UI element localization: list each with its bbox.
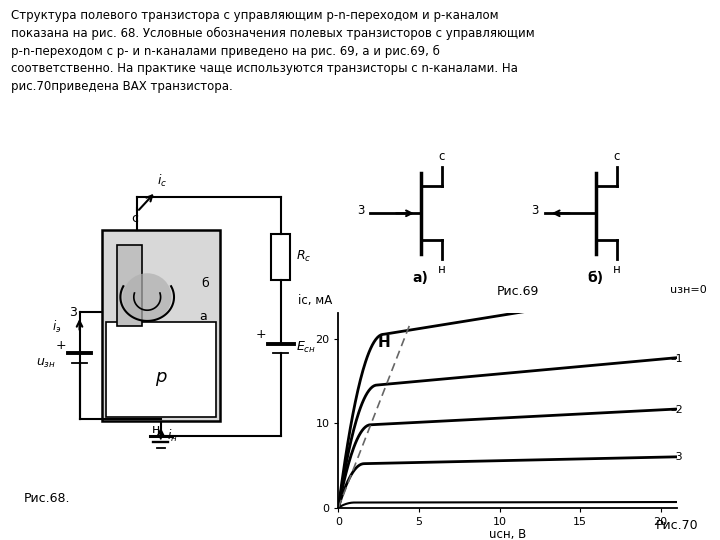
Text: н: н xyxy=(613,263,621,276)
Text: $i_н$: $i_н$ xyxy=(167,428,178,444)
Text: а): а) xyxy=(413,271,428,285)
Ellipse shape xyxy=(123,273,171,321)
Bar xyxy=(102,230,220,421)
Text: б: б xyxy=(201,277,209,290)
Text: +: + xyxy=(55,339,66,352)
Bar xyxy=(117,245,142,326)
Text: 3: 3 xyxy=(531,204,539,217)
Text: с: с xyxy=(131,212,138,225)
Text: Рис.70: Рис.70 xyxy=(656,519,698,532)
Text: –3: –3 xyxy=(670,452,683,462)
X-axis label: uсн, В: uсн, В xyxy=(489,528,526,540)
Y-axis label: iс, мА: iс, мА xyxy=(298,294,332,307)
Text: Рис.69: Рис.69 xyxy=(497,285,539,298)
Bar xyxy=(271,234,290,280)
Text: –2: –2 xyxy=(670,405,683,415)
Text: с: с xyxy=(438,150,445,163)
Text: $E_{сн}$: $E_{сн}$ xyxy=(296,340,316,355)
Text: н: н xyxy=(438,263,446,276)
Text: с: с xyxy=(613,150,620,163)
Bar xyxy=(106,322,216,417)
Text: p: p xyxy=(155,368,166,386)
Text: Структура полевого транзистора с управляющим p-n-переходом и p-каналом
показана : Структура полевого транзистора с управля… xyxy=(11,9,534,93)
Text: Рис.68.: Рис.68. xyxy=(24,492,71,505)
Text: н: н xyxy=(151,423,160,436)
Text: $R_с$: $R_с$ xyxy=(296,249,312,265)
Text: Н: Н xyxy=(377,335,390,350)
Text: uзн=0: uзн=0 xyxy=(670,285,707,295)
Text: $u_{зн}$: $u_{зн}$ xyxy=(36,357,55,370)
Text: б): б) xyxy=(588,271,603,285)
Text: а: а xyxy=(199,309,207,323)
Text: $i_c$: $i_c$ xyxy=(158,173,168,189)
Text: 3: 3 xyxy=(69,306,77,319)
Text: –1: –1 xyxy=(670,354,683,364)
Text: 3: 3 xyxy=(356,204,364,217)
Text: $i_э$: $i_э$ xyxy=(52,319,61,335)
Text: +: + xyxy=(256,328,266,341)
